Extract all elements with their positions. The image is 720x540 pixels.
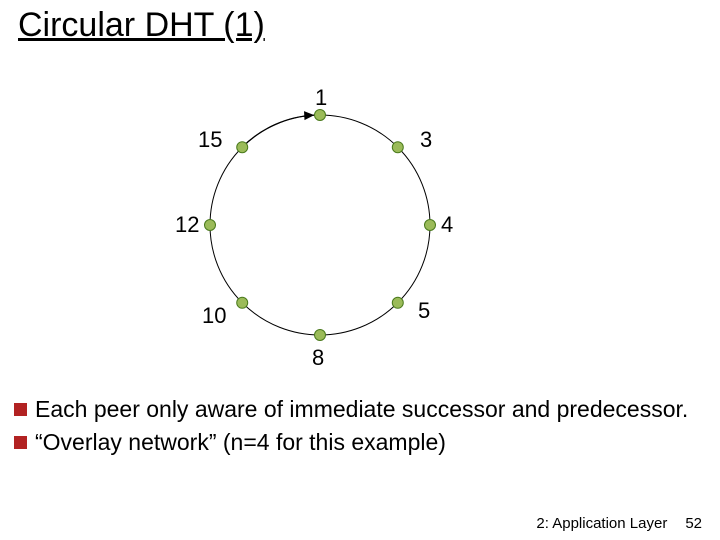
- node-label-10: 10: [202, 303, 226, 329]
- node-label-3: 3: [420, 127, 432, 153]
- bullet-text: “Overlay network” (n=4 for this example): [35, 428, 446, 457]
- footer-page: 52: [685, 515, 702, 532]
- dht-diagram: 1 3 4 5 8 10 12 15: [160, 65, 480, 385]
- bullet-marker: [14, 403, 27, 416]
- node-12: [205, 220, 216, 231]
- dht-svg: [160, 65, 480, 385]
- bullet-text: Each peer only aware of immediate succes…: [35, 395, 688, 424]
- page-title: Circular DHT (1): [18, 6, 265, 45]
- node-15: [237, 142, 248, 153]
- node-8: [315, 330, 326, 341]
- footer-chapter: 2: Application Layer: [536, 515, 667, 532]
- node-3: [392, 142, 403, 153]
- bullet-marker: [14, 436, 27, 449]
- node-label-5: 5: [418, 298, 430, 324]
- node-5: [392, 297, 403, 308]
- node-10: [237, 297, 248, 308]
- node-label-15: 15: [198, 127, 222, 153]
- node-1: [315, 110, 326, 121]
- list-item: “Overlay network” (n=4 for this example): [14, 428, 706, 457]
- node-4: [425, 220, 436, 231]
- list-item: Each peer only aware of immediate succes…: [14, 395, 706, 424]
- node-label-8: 8: [312, 345, 324, 371]
- bullet-list: Each peer only aware of immediate succes…: [14, 395, 706, 461]
- node-label-4: 4: [441, 212, 453, 238]
- slide-footer: 2: Application Layer 52: [536, 515, 702, 532]
- node-label-1: 1: [315, 85, 327, 111]
- node-label-12: 12: [175, 212, 199, 238]
